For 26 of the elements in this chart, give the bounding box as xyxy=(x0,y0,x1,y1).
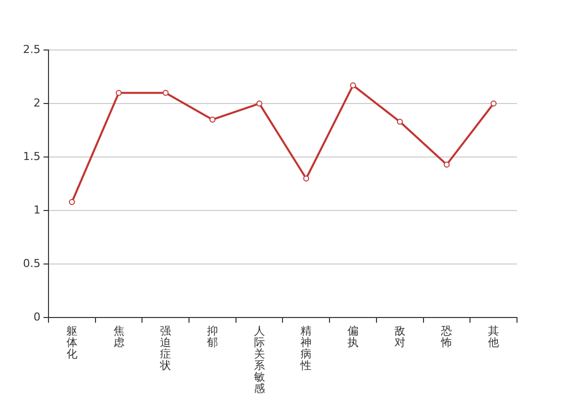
y-tick-label: 2 xyxy=(33,96,40,110)
point xyxy=(68,199,75,206)
x-tick-label: 抑郁 xyxy=(206,324,218,349)
x-tick-label: 躯体化 xyxy=(66,324,78,360)
x-tick-label: 恐怖 xyxy=(440,324,452,349)
point xyxy=(256,100,262,107)
point xyxy=(116,90,122,96)
point xyxy=(490,100,497,107)
point xyxy=(444,162,450,168)
y-tick-label: 1 xyxy=(33,203,40,216)
y-tick-label: 0.5 xyxy=(22,257,40,270)
x-tick-label: 精神病性 xyxy=(300,324,312,372)
x-tick-label: 偏执 xyxy=(348,324,359,349)
point xyxy=(209,116,216,123)
point xyxy=(350,82,356,88)
x-tick-label: 强迫症状 xyxy=(159,324,172,372)
point xyxy=(162,90,169,96)
y-tick-label: 0 xyxy=(33,310,40,324)
x-tick-label: 焦虑 xyxy=(113,324,124,349)
point xyxy=(303,175,310,182)
y-tick-label: 2.5 xyxy=(22,42,40,56)
x-tick-label: 其他 xyxy=(488,324,500,349)
point xyxy=(396,118,403,125)
x-tick-label: 人际关系敏感 xyxy=(254,324,265,396)
y-tick-label: 1.5 xyxy=(22,150,40,163)
x-tick-label: 敌对 xyxy=(394,324,406,349)
